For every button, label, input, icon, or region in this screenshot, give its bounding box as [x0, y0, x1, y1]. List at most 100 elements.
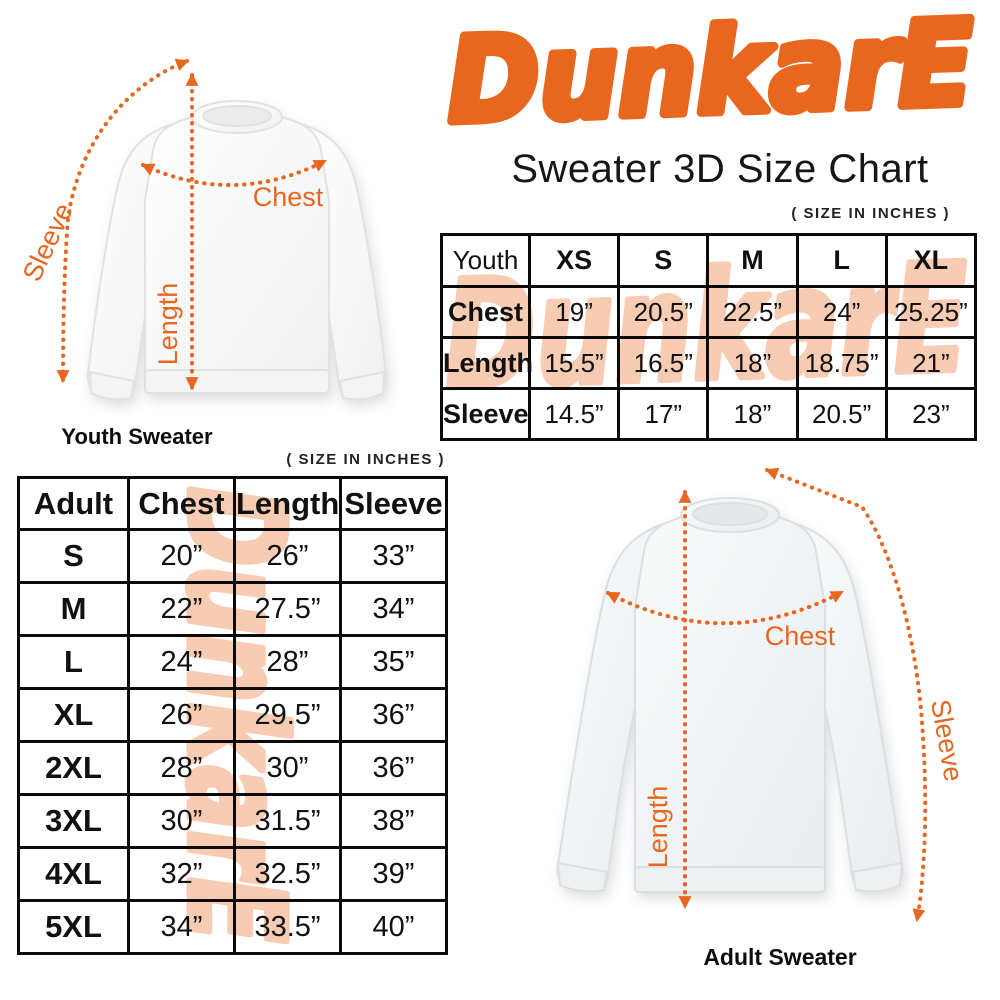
youth-chest-row: Chest 19” 20.5” 22.5” 24” 25.25” — [440, 285, 978, 339]
chest-measure-arrow — [606, 590, 844, 626]
size-cell: 20” — [127, 528, 236, 584]
size-cell: 22” — [127, 581, 236, 637]
size-cell: 20.5” — [795, 387, 888, 441]
adult-size-row: L 24” 28” 35” — [17, 634, 448, 690]
adult-sweater-illustration — [556, 497, 904, 893]
size-cell: 33” — [339, 528, 448, 584]
size-cell: 39” — [339, 846, 448, 902]
youth-sleeve-row: Sleeve 14.5” 17” 18” 20.5” 23” — [440, 387, 978, 441]
sweater-cuff-right — [338, 370, 386, 401]
adult-col-header: Chest — [127, 476, 236, 531]
youth-col-header: S — [617, 233, 710, 288]
sleeve-measure-arrow — [56, 58, 190, 384]
size-cell: 18.75” — [795, 336, 888, 390]
size-note-adult: ( SIZE IN INCHES ) — [286, 451, 445, 468]
size-cell: 18” — [706, 387, 799, 441]
youth-sweater-diagram: Sleeve Length Chest — [17, 58, 388, 401]
adult-caption: Adult Sweater — [703, 944, 857, 970]
youth-col-header: XL — [884, 233, 978, 288]
adult-size-table: Adult Chest Length Sleeve S 20” 26” 33” … — [17, 476, 448, 955]
adult-header-row: Adult Chest Length Sleeve — [17, 476, 448, 531]
youth-size-table: Youth XS S M L XL Chest 19” 20.5” 22.5” … — [440, 233, 978, 441]
adult-row-label: L — [17, 634, 130, 690]
youth-col-header: M — [706, 233, 799, 288]
size-cell: 32.5” — [233, 846, 342, 902]
length-label: Length — [643, 786, 673, 869]
size-cell: 21” — [884, 336, 978, 390]
adult-size-row: 4XL 32” 32.5” 39” — [17, 846, 448, 902]
size-cell: 34” — [127, 899, 236, 955]
adult-size-row: 3XL 30” 31.5” 38” — [17, 793, 448, 849]
youth-col-header: XS — [527, 233, 621, 288]
size-cell: 26” — [233, 528, 342, 584]
youth-row-label: Length — [440, 336, 533, 390]
size-cell: 22.5” — [706, 285, 799, 339]
adult-row-label: 2XL — [17, 740, 130, 796]
adult-row-label: 4XL — [17, 846, 130, 902]
size-cell: 28” — [127, 740, 236, 796]
brand-logo: DunkarE — [441, 0, 980, 154]
sweater-collar-opening — [202, 105, 272, 127]
size-cell: 27.5” — [233, 581, 342, 637]
size-cell: 38” — [339, 793, 448, 849]
page-title: Sweater 3D Size Chart — [511, 147, 929, 191]
youth-caption: Youth Sweater — [61, 424, 213, 449]
size-cell: 20.5” — [617, 285, 710, 339]
adult-row-label: XL — [17, 687, 130, 743]
youth-row-label: Chest — [440, 285, 531, 339]
size-note-youth: ( SIZE IN INCHES ) — [791, 205, 950, 222]
size-cell: 33.5” — [233, 899, 342, 955]
youth-length-row: Length 15.5” 16.5” 18” 18.75” 21” — [440, 336, 978, 390]
youth-col-header: L — [795, 233, 888, 288]
adult-row-label: 3XL — [17, 793, 130, 849]
adult-col-header: Length — [233, 476, 342, 531]
sweater-hem-rib — [144, 369, 330, 394]
size-cell: 36” — [339, 687, 448, 743]
sleeve-label: Sleeve — [925, 697, 969, 784]
size-cell: 17” — [617, 387, 710, 441]
size-cell: 32” — [127, 846, 236, 902]
chest-label: Chest — [765, 621, 836, 651]
adult-col-header: Sleeve — [339, 476, 448, 531]
adult-size-row: 2XL 28” 30” 36” — [17, 740, 448, 796]
adult-row-label: S — [17, 528, 130, 584]
adult-size-row: XL 26” 29.5” 36” — [17, 687, 448, 743]
adult-size-row: M 22” 27.5” 34” — [17, 581, 448, 637]
adult-size-row: S 20” 26” 33” — [17, 528, 448, 584]
chest-measure-arrow — [141, 159, 327, 187]
size-cell: 16.5” — [617, 336, 710, 390]
sweater-cuff-left — [556, 861, 609, 893]
youth-header-row: Youth XS S M L XL — [440, 233, 978, 288]
size-cell: 23” — [884, 387, 978, 441]
size-cell: 30” — [127, 793, 236, 849]
size-cell: 26” — [127, 687, 236, 743]
size-cell: 28” — [233, 634, 342, 690]
adult-sweater-diagram: Sleeve Length Chest — [556, 467, 969, 923]
size-cell: 40” — [339, 899, 448, 955]
brand-logo-text: DunkarE — [445, 0, 975, 149]
sleeve-label: Sleeve — [17, 198, 79, 286]
adult-row-label: 5XL — [17, 899, 130, 955]
size-cell: 30” — [233, 740, 342, 796]
size-cell: 31.5” — [233, 793, 342, 849]
size-cell: 19” — [527, 285, 621, 339]
size-cell: 29.5” — [233, 687, 342, 743]
size-cell: 24” — [795, 285, 888, 339]
chest-label: Chest — [253, 182, 324, 212]
size-cell: 18” — [706, 336, 799, 390]
size-cell: 24” — [127, 634, 236, 690]
size-cell: 34” — [339, 581, 448, 637]
youth-corner-label: Youth — [440, 233, 531, 288]
adult-col-header: Adult — [17, 476, 130, 531]
adult-size-row: 5XL 34” 33.5” 40” — [17, 899, 448, 955]
size-cell: 35” — [339, 634, 448, 690]
adult-row-label: M — [17, 581, 130, 637]
size-cell: 25.25” — [884, 285, 978, 339]
youth-sweater-illustration — [86, 100, 388, 401]
size-cell: 15.5” — [527, 336, 621, 390]
size-cell: 14.5” — [527, 387, 621, 441]
youth-row-label: Sleeve — [440, 387, 531, 441]
sweater-hem-rib — [634, 866, 826, 893]
length-label: Length — [153, 283, 183, 366]
